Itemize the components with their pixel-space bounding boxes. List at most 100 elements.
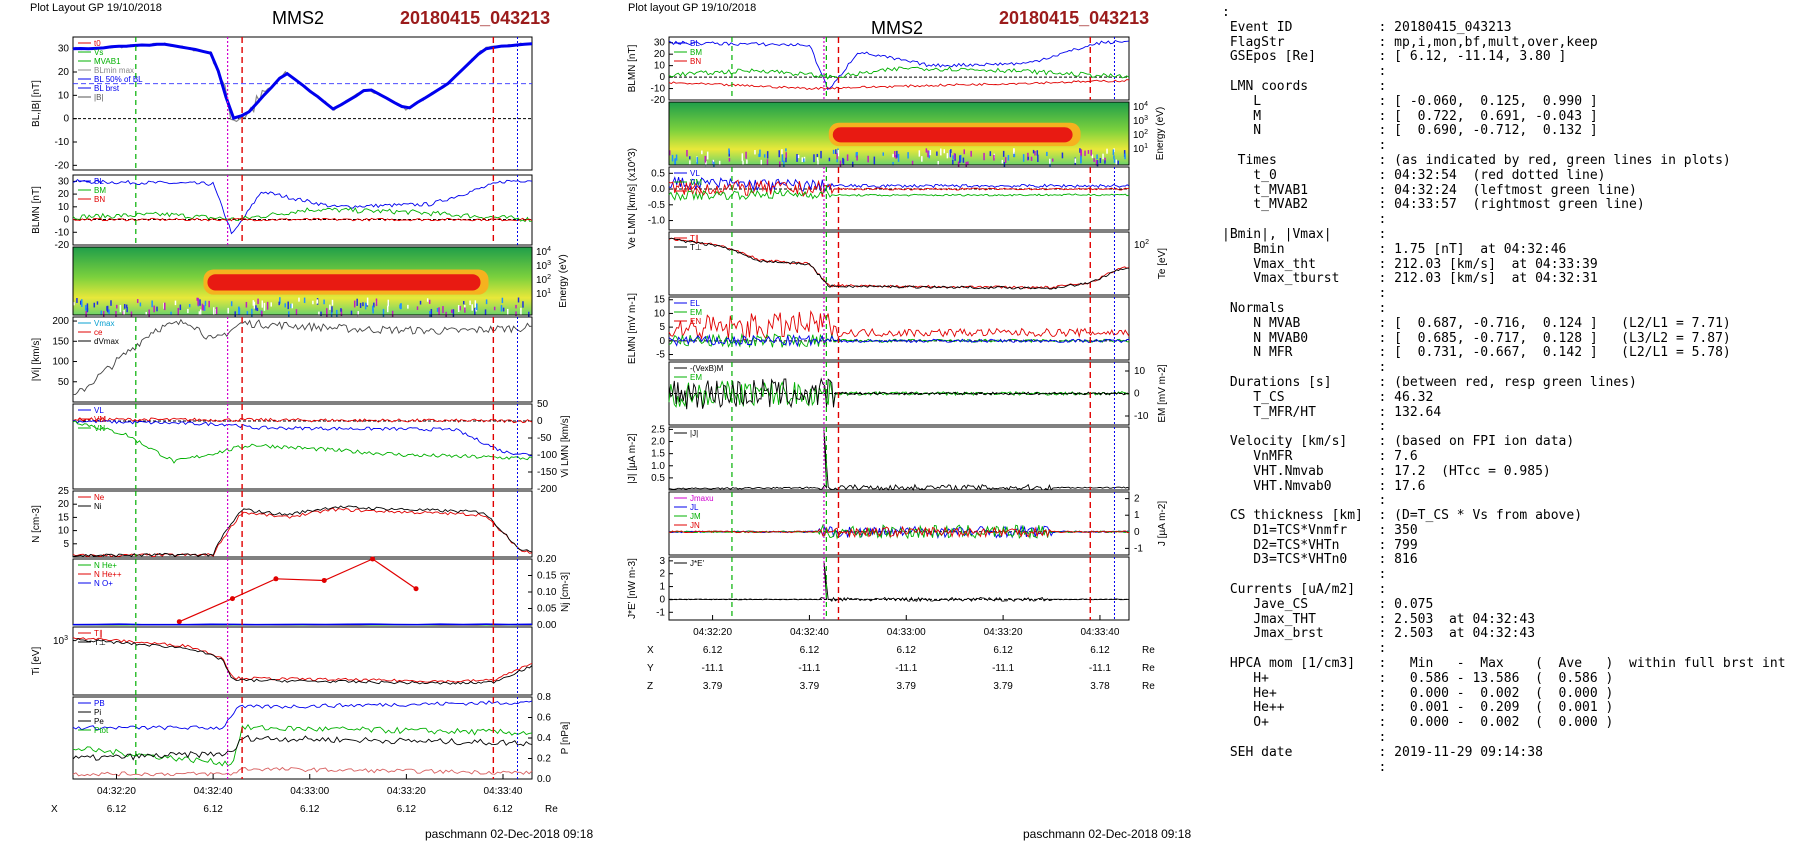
spectrogram-speckle	[257, 298, 259, 305]
spectrogram-speckle	[1095, 159, 1098, 166]
spectrogram-speckle	[284, 303, 286, 308]
spectrogram-speckle	[696, 157, 699, 165]
tick-label: 50	[58, 377, 70, 388]
tick-exponent: 3	[1144, 115, 1148, 122]
spectrogram-speckle	[366, 297, 369, 306]
spectrogram-speckle	[754, 150, 756, 155]
spectrogram-speckle	[399, 304, 401, 309]
spectrogram-speckle	[86, 303, 89, 311]
spectrogram-speckle	[1032, 149, 1035, 154]
spectrogram-speckle	[832, 149, 835, 154]
spectrogram-speckle	[669, 150, 671, 156]
spectrogram-speckle	[1090, 149, 1092, 156]
left-spacecraft-title: MMS2	[272, 8, 325, 28]
spectrogram-speckle	[1037, 154, 1039, 162]
spectrogram-speckle	[199, 299, 201, 306]
axis-label: Ve LMN [km/s] (x10^3)	[627, 148, 638, 249]
spectrogram-speckle	[704, 155, 707, 163]
spectrogram-speckle	[705, 161, 707, 168]
info-line: SEH date : 2019-11-29 09:14:38	[1222, 744, 1543, 760]
tick-label: 30	[58, 44, 70, 55]
spectrogram-speckle	[426, 298, 429, 302]
spectrogram-speckle	[80, 300, 82, 305]
info-line: T_MFR/HT : 132.64	[1222, 404, 1442, 420]
legend-label: t0	[94, 39, 101, 48]
spectrogram-speckle	[1013, 148, 1015, 154]
spectrogram-speckle	[375, 298, 378, 307]
spectrogram-speckle	[353, 300, 356, 308]
series-line	[72, 217, 533, 222]
tick-label: 0.20	[537, 554, 557, 565]
spectrogram-speckle	[962, 157, 965, 163]
data-point	[413, 586, 419, 592]
tick-label: -1	[1134, 543, 1143, 554]
panel-frame	[72, 174, 533, 246]
legend-label: T∥	[94, 629, 103, 638]
info-line: Jave_CS : 0.075	[1222, 596, 1434, 612]
info-line: Vmax_tht : 212.03 [km/s] at 04:33:39	[1222, 256, 1598, 272]
tick-label: 150	[52, 336, 69, 347]
spectrogram-speckle	[110, 300, 112, 306]
spectrogram-speckle	[252, 300, 255, 306]
info-line: N MVAB0 : [ 0.685, -0.717, 0.128 ] (L3/L…	[1222, 330, 1731, 346]
spectrogram-speckle	[215, 307, 218, 315]
spectrogram-speckle	[502, 307, 505, 312]
spectrogram-speckle	[1013, 153, 1016, 158]
spectrogram-speckle	[1115, 159, 1118, 166]
info-line: N MFR : [ 0.731, -0.667, 0.142 ] (L2/L1 …	[1222, 345, 1731, 361]
legend-label: EM	[690, 308, 702, 317]
spectrogram-speckle	[438, 307, 440, 316]
legend-label: N He++	[94, 570, 122, 579]
ephemeris-value: -11.1	[895, 663, 917, 674]
series-line	[668, 525, 1130, 539]
tick-label: -100	[537, 450, 557, 461]
spectrogram-speckle	[813, 154, 815, 163]
tick-label: -50	[537, 433, 552, 444]
spectrogram-speckle	[430, 308, 433, 317]
right-footer-credit: paschmann 02-Dec-2018 09:18	[1023, 827, 1192, 841]
tick-label: 0.0	[651, 184, 665, 195]
spectrogram-speckle	[929, 149, 932, 156]
spectrogram-speckle	[940, 148, 942, 156]
tick-label: 2	[1134, 494, 1140, 505]
series-line	[72, 42, 533, 120]
tick-label: 2.0	[651, 437, 665, 448]
spectrogram-speckle	[364, 302, 367, 310]
spectrogram-speckle	[452, 309, 455, 317]
axis-label: |Vi| [km/s]	[31, 338, 42, 382]
tick-label: 104	[1133, 101, 1148, 113]
spectrogram-speckle	[855, 152, 858, 158]
series-line	[668, 66, 1130, 80]
spectrogram-speckle	[484, 309, 487, 315]
spectrogram-speckle	[911, 160, 914, 165]
spectrogram-speckle	[892, 161, 894, 166]
spectrogram-speckle	[952, 159, 954, 165]
spectrogram-speckle	[416, 306, 419, 310]
spectrogram-speckle	[946, 153, 949, 159]
panel-frame	[72, 626, 533, 696]
legend-label: Vmax	[94, 319, 114, 328]
info-line: H+ : 0.586 - 13.586 ( 0.586 )	[1222, 670, 1614, 686]
legend-label: Jmaxu	[690, 494, 714, 503]
spectrogram-speckle	[1080, 157, 1082, 163]
tick-label: 103	[53, 635, 68, 647]
info-line: :	[1222, 493, 1387, 509]
spectrogram-speckle	[839, 160, 842, 167]
ephemeris-unit: Re	[1142, 681, 1155, 692]
spectrogram-band-core	[832, 127, 1073, 143]
legend-label: N O+	[94, 579, 113, 588]
spectrogram-speckle	[501, 297, 504, 304]
spectrogram-speckle	[177, 307, 180, 316]
legend-label: BN	[94, 195, 105, 204]
info-line: T_CS : 46.32	[1222, 389, 1434, 405]
spectrogram-speckle	[522, 301, 524, 308]
spectrogram-speckle	[407, 304, 409, 309]
spectrogram-speckle	[485, 299, 488, 305]
panel-frame	[668, 166, 1130, 231]
spectrogram-speckle	[125, 304, 128, 308]
tick-label: 0.00	[537, 620, 557, 631]
spectrogram-speckle	[76, 297, 78, 303]
spectrogram-speckle	[295, 309, 298, 315]
legend-label: JN	[690, 521, 700, 530]
